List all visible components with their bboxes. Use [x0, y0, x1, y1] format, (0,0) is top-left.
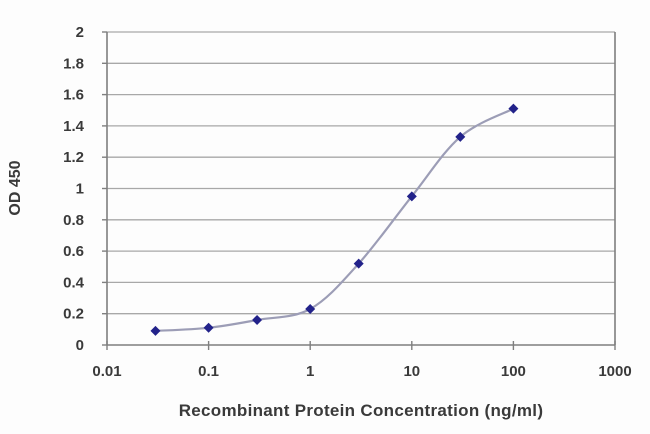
y-tick-label: 0.8	[63, 212, 84, 229]
series-line	[154, 107, 515, 332]
data-point-marker	[305, 304, 316, 315]
y-tick-label: 1	[76, 181, 84, 198]
x-axis-title: Recombinant Protein Concentration (ng/ml…	[178, 401, 544, 420]
data-point-marker	[508, 103, 519, 114]
x-tick-label: 100	[501, 363, 526, 380]
data-point-marker	[455, 131, 466, 142]
x-tick-label: 1000	[598, 363, 631, 380]
data-point-marker	[150, 325, 161, 336]
x-tick-label: 0.1	[198, 363, 219, 380]
y-tick-label: 0	[76, 337, 84, 354]
data-point-marker	[406, 191, 417, 202]
y-tick-label: 0.2	[63, 306, 84, 323]
data-point-marker	[203, 322, 214, 333]
y-tick-label: 2	[76, 24, 84, 41]
y-tick-label: 0.6	[63, 243, 84, 260]
x-tick-label: 0.01	[92, 363, 121, 380]
y-tick-label: 0.4	[63, 274, 85, 291]
y-tick-label: 1.6	[63, 87, 84, 104]
y-tick-label: 1.4	[63, 118, 85, 135]
x-tick-label: 10	[403, 363, 420, 380]
data-point-marker	[252, 314, 263, 325]
y-tick-label: 1.8	[63, 55, 84, 72]
y-tick-label: 1.2	[63, 149, 84, 166]
y-axis-title: OD 450	[7, 160, 24, 216]
x-tick-label: 1	[306, 363, 314, 380]
data-point-marker	[353, 258, 364, 269]
